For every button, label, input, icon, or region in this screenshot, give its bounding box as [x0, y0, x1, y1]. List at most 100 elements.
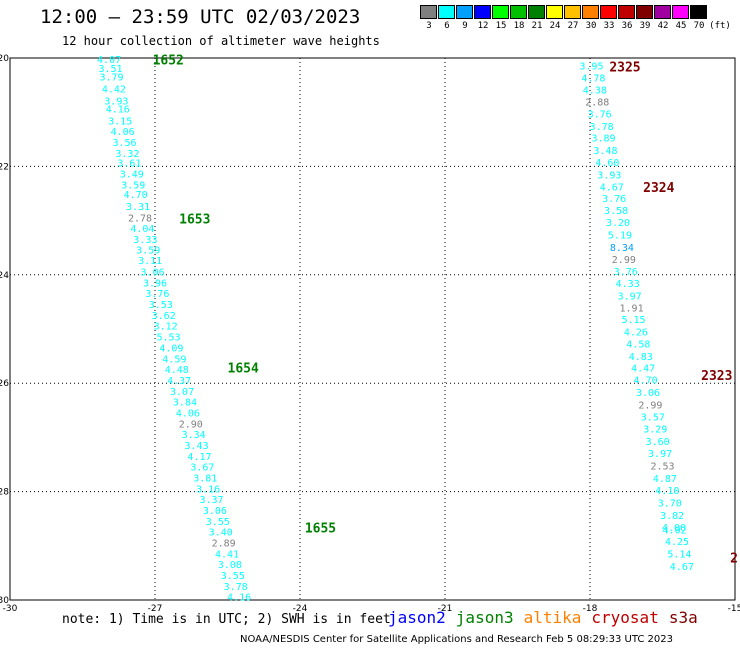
wave-height-value: 5.14	[667, 549, 691, 560]
page-title: 12:00 — 23:59 UTC 02/03/2023	[40, 6, 361, 28]
color-legend-labels: 3 6 9 12 15 18 21 24 27 30 33 36 39 42 45 70 (ft)	[420, 21, 732, 31]
wave-height-value: 3.12	[154, 322, 178, 333]
legend-swatch	[654, 5, 671, 19]
wave-height-value: 4.48	[165, 365, 189, 376]
wave-height-value: 3.96	[143, 278, 167, 289]
lon-tick-label: -27	[148, 604, 163, 614]
legend-swatch	[420, 5, 437, 19]
wave-height-value: 3.89	[591, 134, 615, 145]
pass-time-label: 2325	[609, 61, 640, 76]
wave-height-value: 3.15	[108, 116, 132, 127]
wave-height-value: 3.06	[203, 506, 227, 517]
pass-time-label: 2	[730, 552, 738, 567]
wave-height-value: 3.78	[224, 582, 248, 593]
mission-legend-s3a: s3a	[668, 608, 698, 627]
wave-height-value: 3.34	[182, 430, 206, 441]
legend-swatch	[690, 5, 707, 19]
wave-height-value: 3.43	[185, 441, 209, 452]
wave-height-value: 3.53	[149, 300, 173, 311]
wave-height-value: 3.49	[120, 169, 144, 180]
legend-swatch-label: 15	[495, 21, 507, 31]
wave-height-value: 4.07	[97, 55, 121, 66]
wave-height-value: 2.88	[585, 97, 609, 108]
wave-height-value: 4.04	[130, 224, 154, 235]
legend-swatch	[546, 5, 563, 19]
wave-height-value: 8.34	[610, 243, 634, 254]
wave-height-value: 2.99	[638, 400, 662, 411]
wave-height-value: 4.83	[629, 352, 653, 363]
legend-swatch-label: 70	[693, 21, 705, 31]
wave-height-value: 4.87	[653, 474, 677, 485]
wave-height-value: 4.58	[626, 340, 650, 351]
wave-height-value: 3.78	[590, 122, 614, 133]
wave-height-value: 3.67	[190, 463, 214, 474]
wave-height-value: 5.15	[621, 315, 645, 326]
wave-height-value: 4.09	[159, 343, 183, 354]
legend-swatch	[636, 5, 653, 19]
legend-swatch	[600, 5, 617, 19]
wave-height-value: 4.26	[624, 328, 648, 339]
wave-height-value: 4.38	[583, 85, 607, 96]
wave-height-value: 3.97	[648, 449, 672, 460]
pass-time-label: 2324	[643, 181, 674, 196]
wave-height-value: 3.08	[218, 560, 242, 571]
wave-height-value: 3.97	[618, 291, 642, 302]
legend-swatch	[528, 5, 545, 19]
wave-height-value: 3.60	[646, 437, 670, 448]
wave-height-value: 4.16	[106, 104, 130, 115]
wave-height-value: 3.76	[588, 109, 612, 120]
wave-height-value: 4.59	[162, 354, 186, 365]
lon-tick-label: -24	[293, 604, 308, 614]
legend-swatch	[438, 5, 455, 19]
wave-height-value: 4.02	[663, 526, 687, 537]
wave-height-value: 4.33	[616, 279, 640, 290]
legend-swatch-label: 36	[621, 21, 633, 31]
legend-swatch-label: 33	[603, 21, 615, 31]
lat-tick-label: -28	[0, 488, 9, 498]
wave-height-value: 4.78	[581, 74, 605, 85]
legend-swatch	[456, 5, 473, 19]
legend-swatch-label: 18	[513, 21, 525, 31]
pass-time-label: 1654	[228, 361, 259, 376]
footer-note: note: 1) Time is in UTC; 2) SWH is in fe…	[62, 612, 391, 627]
wave-height-value: 3.57	[641, 412, 665, 423]
wave-height-value: 4.10	[655, 486, 679, 497]
wave-height-value: 4.67	[600, 182, 624, 193]
mission-legend-altika: altika	[523, 608, 582, 627]
wave-height-value: 3.82	[660, 511, 684, 522]
legend-swatch-label: 39	[639, 21, 651, 31]
wave-height-value: 4.41	[215, 549, 239, 560]
wave-height-value: 3.51	[98, 64, 122, 75]
wave-height-value: 3.84	[173, 398, 197, 409]
wave-height-value: 3.76	[145, 289, 169, 300]
legend-swatch-label: 45	[675, 21, 687, 31]
wave-height-value: 4.37	[167, 376, 191, 387]
wave-height-value: 2.89	[212, 539, 236, 550]
wave-height-value: 3.79	[99, 72, 123, 83]
legend-swatch-label: 3	[426, 21, 432, 31]
wave-height-value: 3.93	[104, 96, 128, 107]
wave-height-value: 3.48	[593, 146, 617, 157]
wave-height-value: 5.19	[608, 231, 632, 242]
legend-swatch	[474, 5, 491, 19]
wave-height-value: 1.91	[620, 303, 644, 314]
wave-height-value: 3.06	[141, 268, 165, 279]
lat-tick-label: -30	[0, 596, 9, 606]
legend-unit: (ft)	[709, 21, 731, 31]
legend-swatch	[510, 5, 527, 19]
wave-height-value: 3.11	[138, 256, 162, 267]
wave-height-value: 3.56	[113, 138, 137, 149]
wave-height-value: 3.58	[604, 206, 628, 217]
lat-tick-label: -22	[0, 162, 9, 172]
lat-tick-label: -20	[0, 54, 9, 64]
legend-swatch-label: 6	[444, 21, 450, 31]
lon-tick-label: -18	[583, 604, 598, 614]
lon-tick-label: -21	[438, 604, 453, 614]
legend-swatch	[564, 5, 581, 19]
wave-height-value: 2.53	[650, 462, 674, 473]
wave-height-value: 4.60	[595, 158, 619, 169]
color-legend-swatches	[420, 5, 732, 19]
wave-height-value: 4.67	[670, 562, 694, 573]
wave-height-value: 4.06	[176, 408, 200, 419]
wave-height-value: 3.29	[643, 425, 667, 436]
